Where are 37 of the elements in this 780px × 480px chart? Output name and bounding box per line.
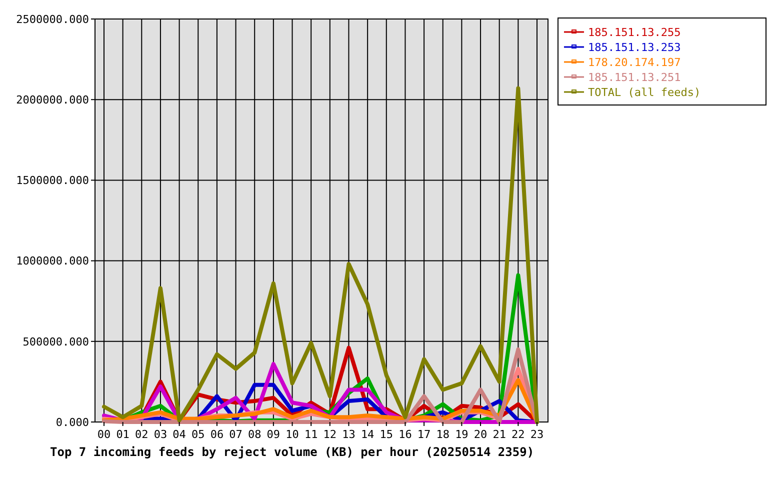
x-tick-label: 20	[474, 428, 488, 441]
legend-label: 185.151.13.251	[588, 70, 681, 84]
y-tick-label: 500000.000	[22, 335, 89, 348]
x-tick-label: 16	[398, 428, 412, 441]
x-tick-label: 06	[210, 428, 224, 441]
x-tick-label: 08	[248, 428, 262, 441]
x-tick-label: 01	[116, 428, 130, 441]
x-tick-label: 19	[455, 428, 468, 441]
x-tick-label: 23	[530, 428, 544, 441]
x-tick-label: 21	[492, 428, 506, 441]
x-tick-label: 02	[135, 428, 148, 441]
x-tick-label: 05	[192, 428, 205, 441]
text: Top 7 incoming feeds by reject volume (KB) per hour (20250514 2359)	[50, 445, 534, 459]
legend-label: 185.151.13.253	[588, 40, 681, 54]
x-tick-label: 15	[380, 428, 394, 441]
x-tick-label: 09	[266, 428, 280, 441]
x-tick-label: 13	[342, 428, 356, 441]
x-tick-label: 10	[286, 428, 299, 441]
y-tick-label: 1500000.000	[16, 174, 89, 188]
x-tick-label: 00	[97, 428, 111, 441]
x-tick-label: 14	[360, 428, 375, 441]
y-tick-label: 0.000	[56, 416, 89, 429]
legend-label: 185.151.13.255	[588, 26, 681, 39]
legend-label: 178.20.174.197	[588, 56, 681, 69]
line-series	[102, 86, 539, 424]
x-tick-label: 22	[512, 428, 525, 441]
y-tick-label: 2000000.000	[16, 93, 89, 106]
x-tick-label: 17	[417, 428, 431, 441]
y-tick-label: 1000000.000	[16, 254, 89, 268]
x-tick-label: 12	[323, 428, 337, 441]
legend-label: TOTAL (all feeds)	[588, 86, 701, 99]
x-tick-label: 18	[436, 428, 450, 441]
x-tick-label: 07	[229, 428, 242, 441]
x-tick-label: 11	[304, 428, 318, 441]
x-tick-label: 04	[172, 428, 186, 441]
x-tick-label: 03	[154, 428, 168, 441]
y-tick-label: 2500000.000	[16, 12, 89, 26]
